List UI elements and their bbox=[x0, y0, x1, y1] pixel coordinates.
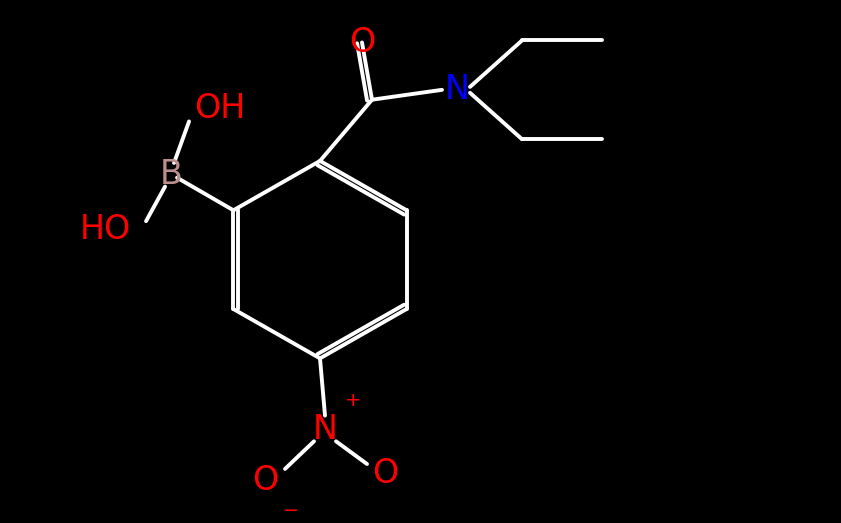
Text: −: − bbox=[283, 501, 299, 519]
Text: N: N bbox=[445, 73, 469, 106]
Text: +: + bbox=[345, 391, 362, 410]
Text: HO: HO bbox=[80, 212, 131, 245]
Text: OH: OH bbox=[194, 92, 246, 125]
Text: O: O bbox=[251, 464, 278, 497]
Text: O: O bbox=[372, 458, 398, 491]
Text: N: N bbox=[313, 413, 337, 446]
Text: B: B bbox=[160, 158, 182, 191]
Text: O: O bbox=[349, 26, 375, 59]
